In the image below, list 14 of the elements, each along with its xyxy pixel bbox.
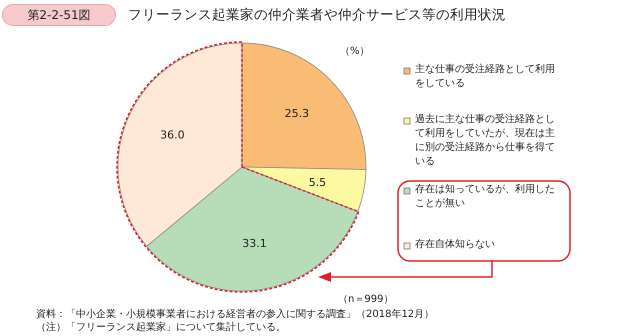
data-label: 5.5 [308, 176, 326, 189]
data-label: 36.0 [160, 128, 185, 142]
text: 資料：「中小企業・小規模事業者における経営者の参入に関する調査」（2018年12月） [36, 308, 434, 321]
text: 第2-2-51図 [2, 4, 116, 26]
data-label: 25.3 [284, 107, 310, 120]
legend-label: 過去に主な仕事の受注経路として利用をしていたが、現在は主に別の受注経路から仕事を得ている [415, 113, 556, 169]
text: （注）「フリーランス起業家」について集計している。 [36, 320, 286, 334]
data-label: 33.1 [242, 236, 267, 250]
chart-title: フリーランス起業家の仲介業者や仲介サービス等の利用状況 [128, 6, 506, 24]
text: （%） [340, 45, 370, 58]
text: （n＝999） [338, 293, 394, 306]
legend-label: 存在自体知らない [415, 238, 496, 252]
legend-label: 主な仕事の受注経路として利用をしている [415, 63, 556, 91]
legend-label: 存在は知っているが、利用したことが無い [415, 183, 556, 211]
